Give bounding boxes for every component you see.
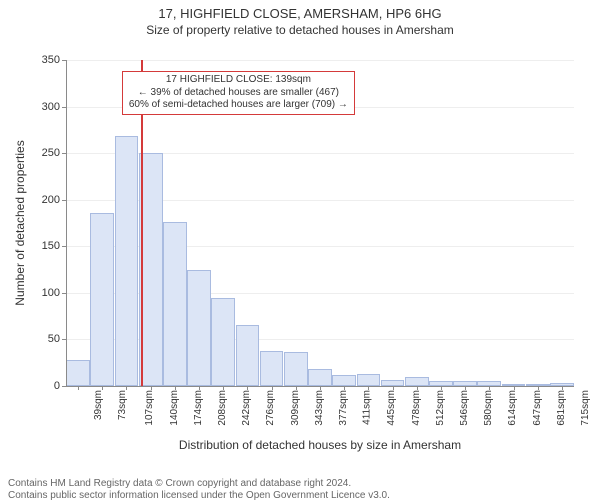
x-tick-label: 681sqm: [555, 390, 566, 426]
histogram-bar: [308, 369, 332, 386]
annotation-callout: 17 HIGHFIELD CLOSE: 139sqm← 39% of detac…: [122, 71, 355, 115]
x-tick-label: 39sqm: [93, 390, 104, 420]
x-tick-label: 343sqm: [314, 390, 325, 426]
x-tick-label: 107sqm: [144, 390, 155, 426]
x-tick-label: 242sqm: [241, 390, 252, 426]
histogram-bar: [115, 136, 139, 386]
annotation-line: 17 HIGHFIELD CLOSE: 139sqm: [129, 74, 348, 87]
page-subtitle: Size of property relative to detached ho…: [0, 23, 600, 37]
x-tick-label: 73sqm: [117, 390, 128, 420]
histogram-bar: [187, 270, 211, 386]
x-tick-label: 276sqm: [265, 390, 276, 426]
x-axis-title: Distribution of detached houses by size …: [179, 438, 461, 452]
histogram-bar: [332, 375, 356, 386]
footer-line-1: Contains HM Land Registry data © Crown c…: [8, 478, 390, 490]
x-tick-label: 208sqm: [217, 390, 228, 426]
x-tick-label: 478sqm: [410, 390, 421, 426]
x-tick-label: 715sqm: [580, 390, 591, 426]
x-tick-label: 377sqm: [338, 390, 349, 426]
histogram-bar: [211, 298, 235, 386]
x-tick-label: 411sqm: [362, 390, 373, 425]
x-tick-label: 647sqm: [531, 390, 542, 426]
histogram-bar: [284, 352, 308, 386]
histogram-bar: [236, 325, 260, 386]
histogram-bar: [405, 377, 429, 386]
histogram-bar: [357, 374, 381, 386]
x-tick-label: 546sqm: [459, 390, 470, 426]
x-tick-label: 174sqm: [193, 390, 204, 426]
histogram-bar: [90, 213, 114, 386]
plot-area: 05010015020025030035039sqm73sqm107sqm140…: [66, 60, 574, 386]
footer-line-2: Contains public sector information licen…: [8, 490, 390, 500]
annotation-line: 60% of semi-detached houses are larger (…: [129, 99, 348, 112]
x-axis-line: [66, 386, 574, 387]
x-tick-label: 614sqm: [507, 390, 518, 426]
histogram-chart: 05010015020025030035039sqm73sqm107sqm140…: [66, 60, 574, 386]
histogram-bar: [260, 351, 284, 386]
y-axis-title: Number of detached properties: [13, 140, 27, 305]
footer-attribution: Contains HM Land Registry data © Crown c…: [8, 478, 390, 500]
page-title: 17, HIGHFIELD CLOSE, AMERSHAM, HP6 6HG: [0, 6, 600, 21]
x-tick-label: 445sqm: [386, 390, 397, 426]
y-axis-line: [66, 60, 67, 386]
histogram-bar: [66, 360, 90, 386]
x-tick-label: 140sqm: [168, 390, 179, 426]
x-tick-label: 512sqm: [435, 390, 446, 426]
annotation-line: ← 39% of detached houses are smaller (46…: [129, 87, 348, 100]
histogram-bar: [163, 222, 187, 386]
x-tick-label: 309sqm: [289, 390, 300, 426]
x-tick-label: 580sqm: [483, 390, 494, 426]
